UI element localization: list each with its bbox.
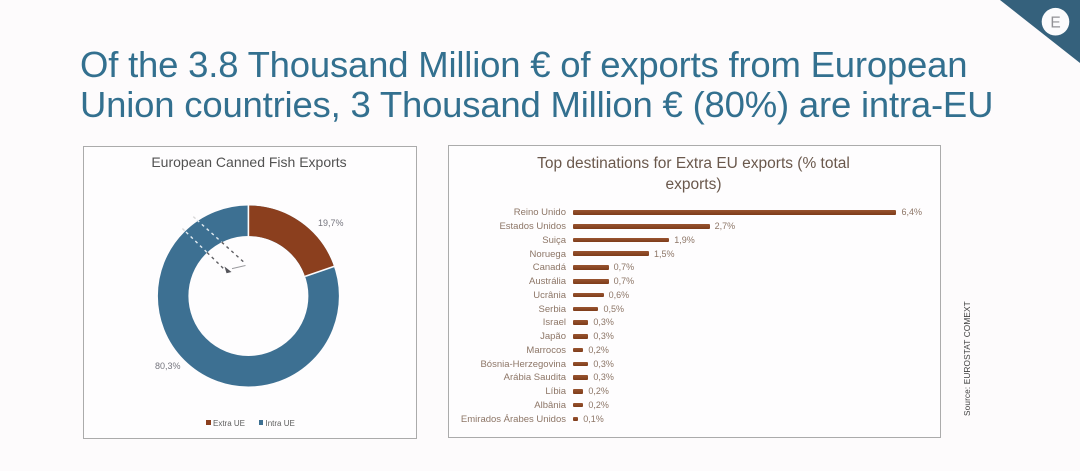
svg-text:E: E [1050, 14, 1060, 31]
